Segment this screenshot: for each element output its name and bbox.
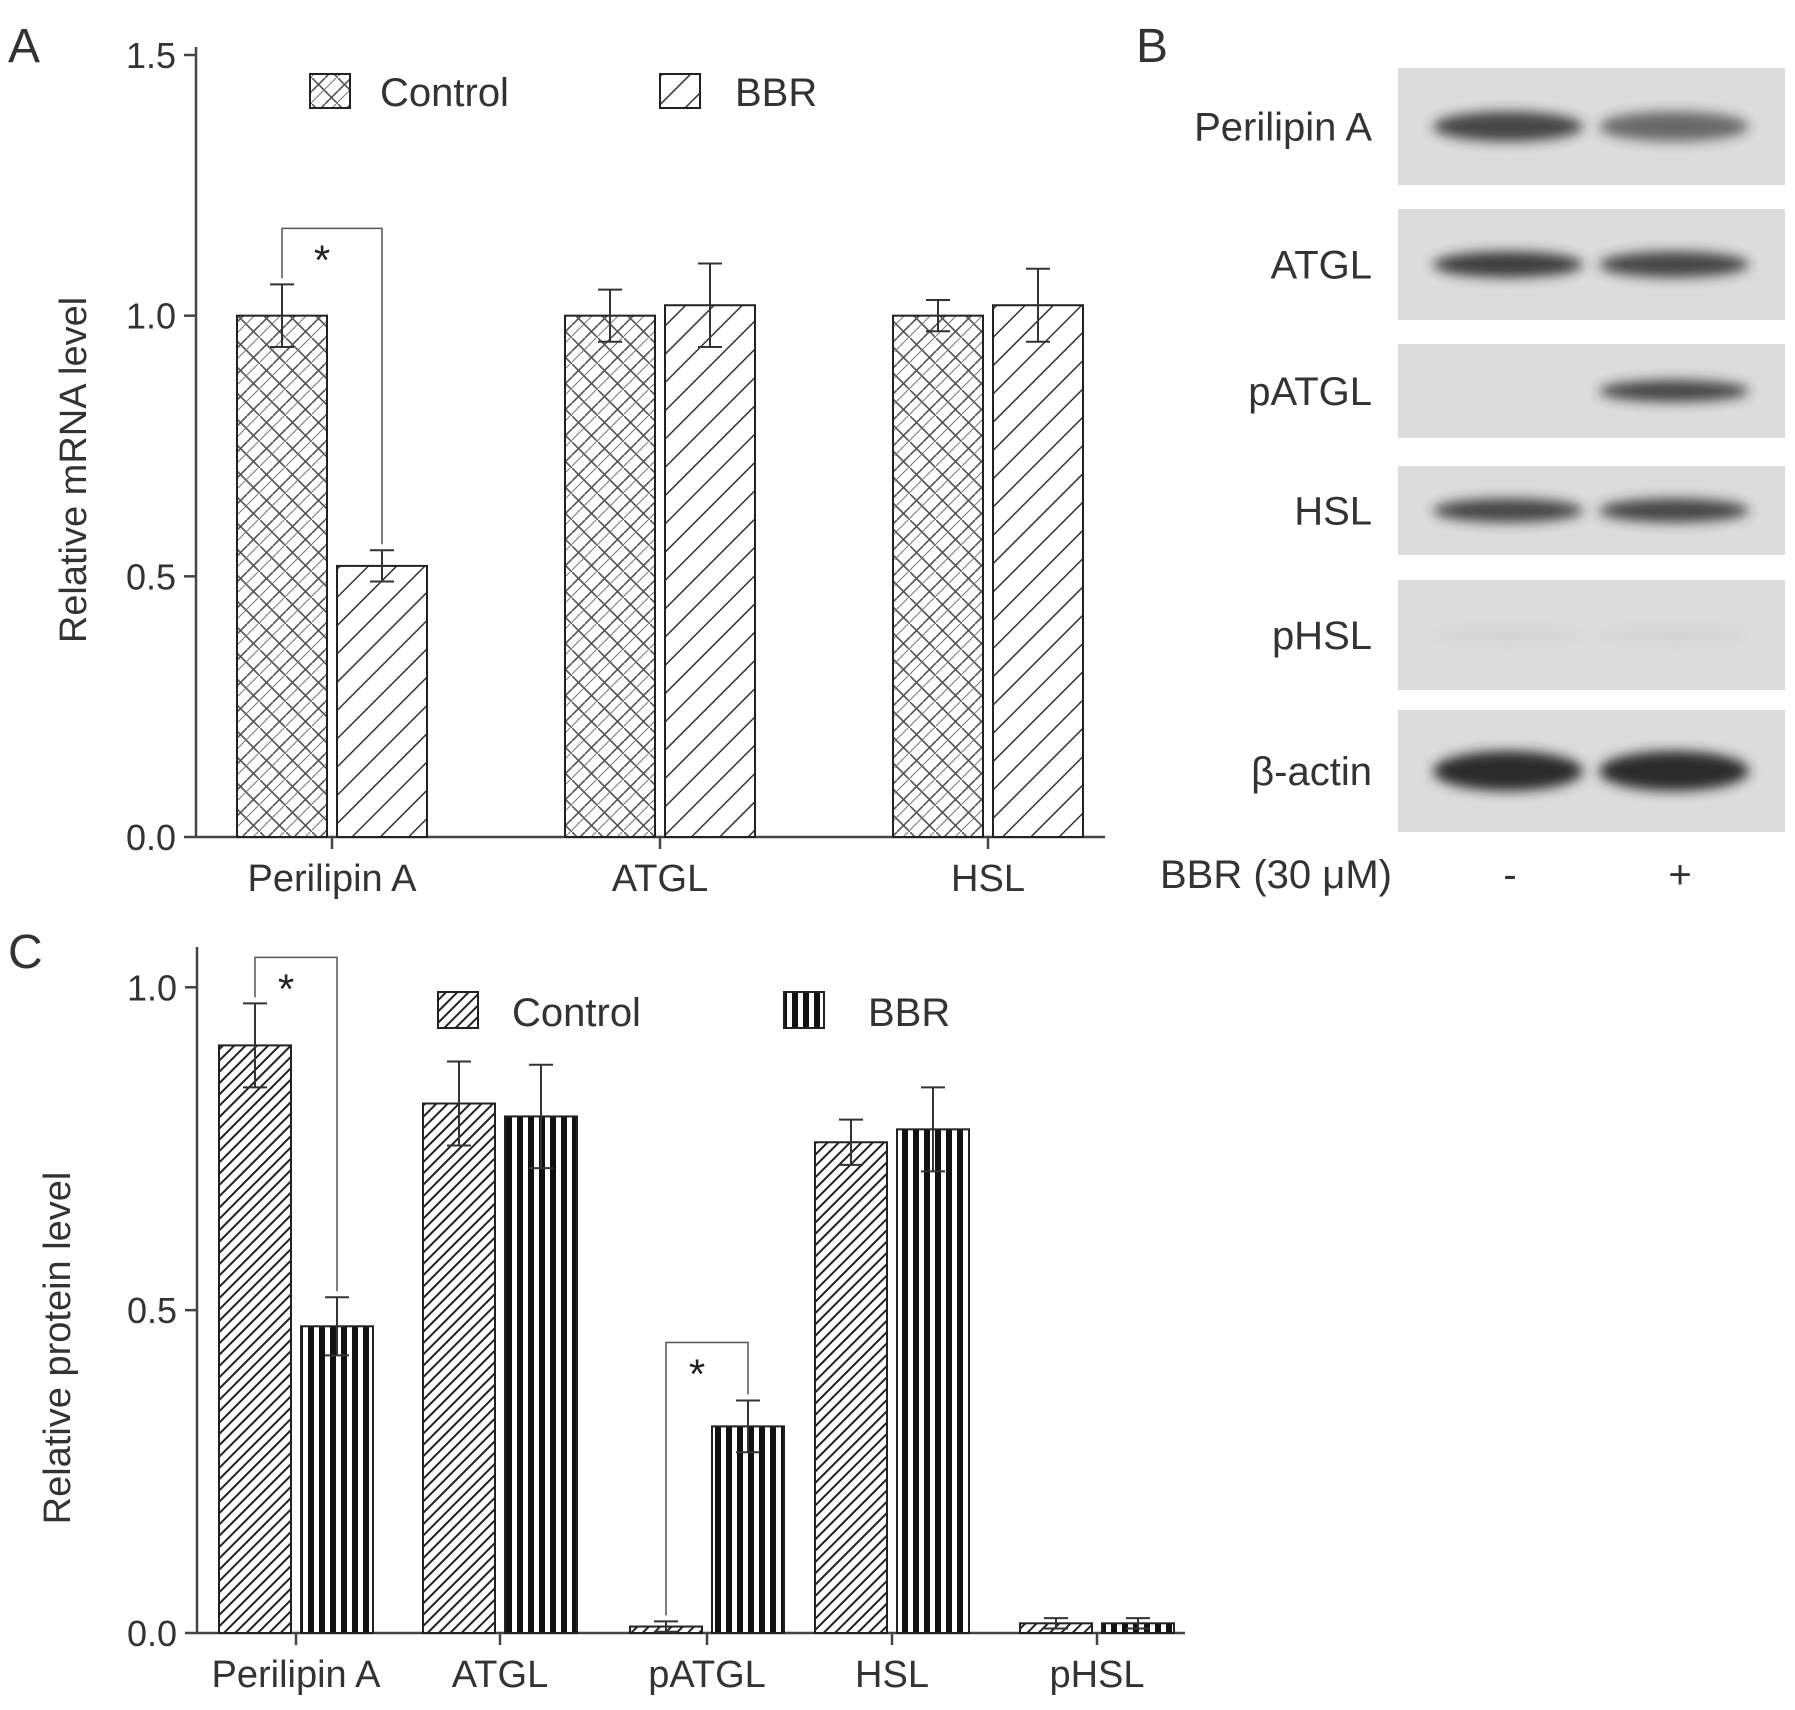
blot-band-hsl-lane-1 [1433,498,1583,523]
blot-row-label-perilipin-a: Perilipin A [1194,106,1372,150]
western-blot-b: Perilipin A ATGL pATGL HSL pHSL β-actin [1194,68,1785,832]
chart-c-legend-swatch-control [437,991,479,1029]
blot-band-patgl-lane-2 [1599,380,1749,402]
chart-c: Relative protein level Control BBR 0.0 0.… [37,947,1185,1696]
chart-c-legend-label-control: Control [512,991,641,1035]
chart-a-ytick-label: 1.0 [126,296,176,337]
blot-condition-label: BBR (30 μM) [1160,853,1392,897]
chart-a-xtick-label-hsl: HSL [951,858,1025,900]
chart-a-ytick-label: 0.0 [126,817,176,858]
chart-c-xtick-label-phsl: pHSL [1049,1654,1144,1696]
chart-c-bar-bbr-patgl [711,1425,785,1635]
blot-band-perilipin-a-lane-1 [1433,111,1583,142]
chart-c-bar-bbr-hsl [896,1128,970,1635]
chart-c-ylabel: Relative protein level [37,1172,79,1525]
chart-a-legend-label-control: Control [380,71,509,115]
panel-letter-b: B [1136,20,1168,73]
chart-c-bar-control-hsl [814,1141,888,1635]
blot-lane-label-plus: + [1668,853,1691,897]
blot-band-phsl-lane-2 [1599,627,1749,643]
blot-band-actin-lane-1 [1433,751,1583,791]
chart-c-significance-bracket-perilipin-a [254,956,338,1292]
chart-a-legend-label-bbr: BBR [735,71,817,115]
blot-band-atgl-lane-2 [1599,251,1749,278]
blot-lane-label-minus: - [1503,853,1516,897]
chart-a-significance-star-perilipin-a: * [314,236,330,283]
chart-c-legend: Control BBR [437,991,950,1035]
chart-a-bar-bbr-atgl [664,304,756,838]
chart-c-legend-swatch-bbr [783,991,825,1029]
chart-a-ytick-label: 0.5 [126,556,176,597]
chart-c-xtick-label-patgl: pATGL [648,1654,766,1696]
chart-c-legend-label-bbr: BBR [868,991,950,1035]
chart-c-xtick-label-atgl: ATGL [452,1654,548,1696]
chart-c-ytick-label: 1.0 [127,967,177,1008]
chart-c-significance-star-patgl: * [689,1351,705,1398]
blot-row-label-phsl: pHSL [1272,614,1372,658]
blot-row-label-atgl: ATGL [1270,244,1372,288]
chart-a: Relative mRNA level Control BBR 0.0 0.5 1.… [53,35,1105,900]
chart-c-bar-bbr-perilipin-a [300,1325,374,1635]
chart-a-xtick-label-atgl: ATGL [612,858,708,900]
chart-c-bar-bbr-atgl [504,1115,578,1634]
blot-band-actin-lane-2 [1599,751,1749,791]
chart-a-ylabel: Relative mRNA level [53,297,95,643]
chart-c-ytick-label: 0.0 [127,1613,177,1654]
chart-c-bar-control-atgl [422,1102,496,1634]
chart-c-xtick-label-perilipin-a: Perilipin A [212,1654,382,1696]
chart-c-xtick-label-hsl: HSL [855,1654,929,1696]
chart-a-legend-swatch-control [309,73,351,109]
panel-letter-c: C [8,926,43,979]
blot-row-label-hsl: HSL [1294,490,1372,534]
blot-band-phsl-lane-1 [1433,627,1583,643]
chart-a-bar-control-perilipin-a [236,314,328,838]
blot-condition-row: BBR (30 μM) - + [1160,853,1692,897]
chart-a-legend-swatch-bbr [659,73,701,109]
chart-a-bar-control-hsl [892,314,984,838]
blot-band-hsl-lane-2 [1599,498,1749,523]
chart-a-bar-control-atgl [564,314,656,838]
blot-row-label-patgl: pATGL [1248,370,1372,414]
chart-a-legend: Control BBR [309,71,817,115]
chart-a-bar-bbr-hsl [992,304,1084,838]
chart-a-ytick-label: 1.5 [126,35,176,76]
panel-letter-a: A [8,20,40,73]
chart-a-significance-bracket-perilipin-a [281,227,383,545]
chart-c-ytick-label: 0.5 [127,1290,177,1331]
blot-row-label-actin: β-actin [1251,750,1372,794]
chart-a-xtick-label-perilipin-a: Perilipin A [248,858,418,900]
blot-band-perilipin-a-lane-2 [1599,111,1749,142]
chart-c-bar-control-perilipin-a [218,1044,292,1634]
chart-c-significance-bracket-patgl [665,1341,749,1616]
blot-band-atgl-lane-1 [1433,251,1583,278]
chart-c-significance-star-perilipin-a: * [278,965,294,1012]
chart-a-bar-bbr-perilipin-a [336,564,428,838]
